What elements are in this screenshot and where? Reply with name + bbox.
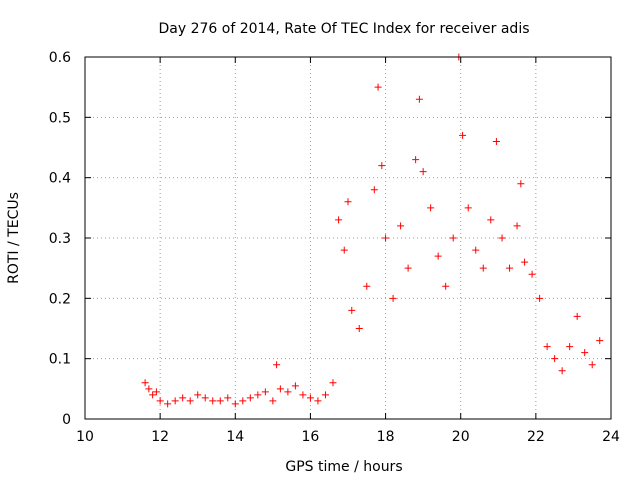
data-point <box>558 367 566 375</box>
data-point <box>186 397 194 405</box>
x-tick-label: 24 <box>602 429 620 445</box>
data-point <box>224 394 232 402</box>
data-point <box>498 234 506 242</box>
x-tick-label: 10 <box>76 429 94 445</box>
data-point <box>321 391 329 399</box>
data-point <box>528 270 536 278</box>
data-point <box>141 379 149 387</box>
data-point <box>284 388 292 396</box>
data-point <box>269 397 277 405</box>
data-point <box>517 180 525 188</box>
chart-title: Day 276 of 2014, Rate Of TEC Index for r… <box>158 21 529 37</box>
data-point <box>472 246 480 254</box>
x-axis-label: GPS time / hours <box>285 459 402 475</box>
data-point <box>355 325 363 332</box>
data-point <box>596 337 604 345</box>
data-point <box>479 264 487 272</box>
data-point <box>378 162 386 170</box>
data-point <box>209 397 217 405</box>
data-point <box>459 131 467 139</box>
data-point <box>389 294 397 302</box>
data-point <box>536 294 544 302</box>
data-point <box>306 394 314 402</box>
y-axis-label: ROTI / TECUs <box>6 192 22 284</box>
data-point <box>434 252 442 260</box>
data-point <box>513 222 521 230</box>
data-point <box>291 382 299 390</box>
data-point <box>152 388 160 396</box>
data-point <box>449 234 457 242</box>
data-point <box>340 246 348 254</box>
data-point <box>179 394 187 402</box>
data-point <box>464 204 472 212</box>
data-point <box>201 394 209 402</box>
data-point <box>415 95 423 103</box>
data-point <box>171 397 179 405</box>
y-axis: 0 0.1 0.2 0.3 0.4 0.5 0.6 <box>49 50 611 428</box>
data-point <box>382 234 390 242</box>
data-point <box>427 204 435 212</box>
data-point <box>261 388 269 396</box>
data-point <box>239 397 247 405</box>
plot-frame <box>84 56 612 420</box>
data-points <box>141 53 604 408</box>
grid-lines <box>85 57 611 419</box>
data-point <box>254 391 262 399</box>
data-point <box>276 385 284 393</box>
data-point <box>588 361 596 369</box>
data-point <box>329 379 337 387</box>
x-tick-label: 16 <box>302 429 320 445</box>
data-point <box>492 137 500 145</box>
x-tick-label: 12 <box>151 429 169 445</box>
x-tick-label: 18 <box>377 429 395 445</box>
data-point <box>506 264 514 272</box>
data-point <box>231 400 239 408</box>
y-tick-label: 0.4 <box>49 171 71 187</box>
data-point <box>543 343 551 351</box>
x-tick-label: 20 <box>452 429 470 445</box>
data-point <box>194 391 202 399</box>
data-point <box>412 156 420 164</box>
data-point <box>581 349 589 357</box>
data-point <box>299 391 307 399</box>
data-point <box>487 216 495 224</box>
data-point <box>273 361 281 369</box>
data-point <box>566 343 574 351</box>
data-point <box>521 258 529 266</box>
data-point <box>363 282 371 290</box>
data-point <box>404 264 412 272</box>
data-point <box>344 198 352 206</box>
data-point <box>370 186 378 194</box>
data-point <box>397 222 405 230</box>
data-point <box>145 385 153 393</box>
data-point <box>573 312 581 320</box>
y-tick-label: 0.2 <box>49 291 71 307</box>
data-point <box>442 282 450 290</box>
data-point <box>374 83 382 91</box>
data-point <box>335 216 343 224</box>
y-tick-label: 0.6 <box>49 50 71 66</box>
data-point <box>156 397 164 405</box>
data-point <box>419 168 427 176</box>
data-point <box>348 306 356 314</box>
y-tick-label: 0.1 <box>49 352 71 368</box>
y-tick-label: 0.3 <box>49 231 71 247</box>
data-point <box>149 391 157 399</box>
y-tick-label: 0.5 <box>49 110 71 126</box>
x-axis: 10 12 14 16 18 20 22 24 <box>76 57 620 445</box>
data-point <box>246 394 254 402</box>
data-point <box>164 400 172 408</box>
x-tick-label: 14 <box>226 429 244 445</box>
data-point <box>551 355 559 363</box>
data-point <box>314 397 322 405</box>
x-tick-label: 22 <box>527 429 545 445</box>
y-tick-label: 0 <box>62 412 71 428</box>
data-point <box>216 397 224 405</box>
